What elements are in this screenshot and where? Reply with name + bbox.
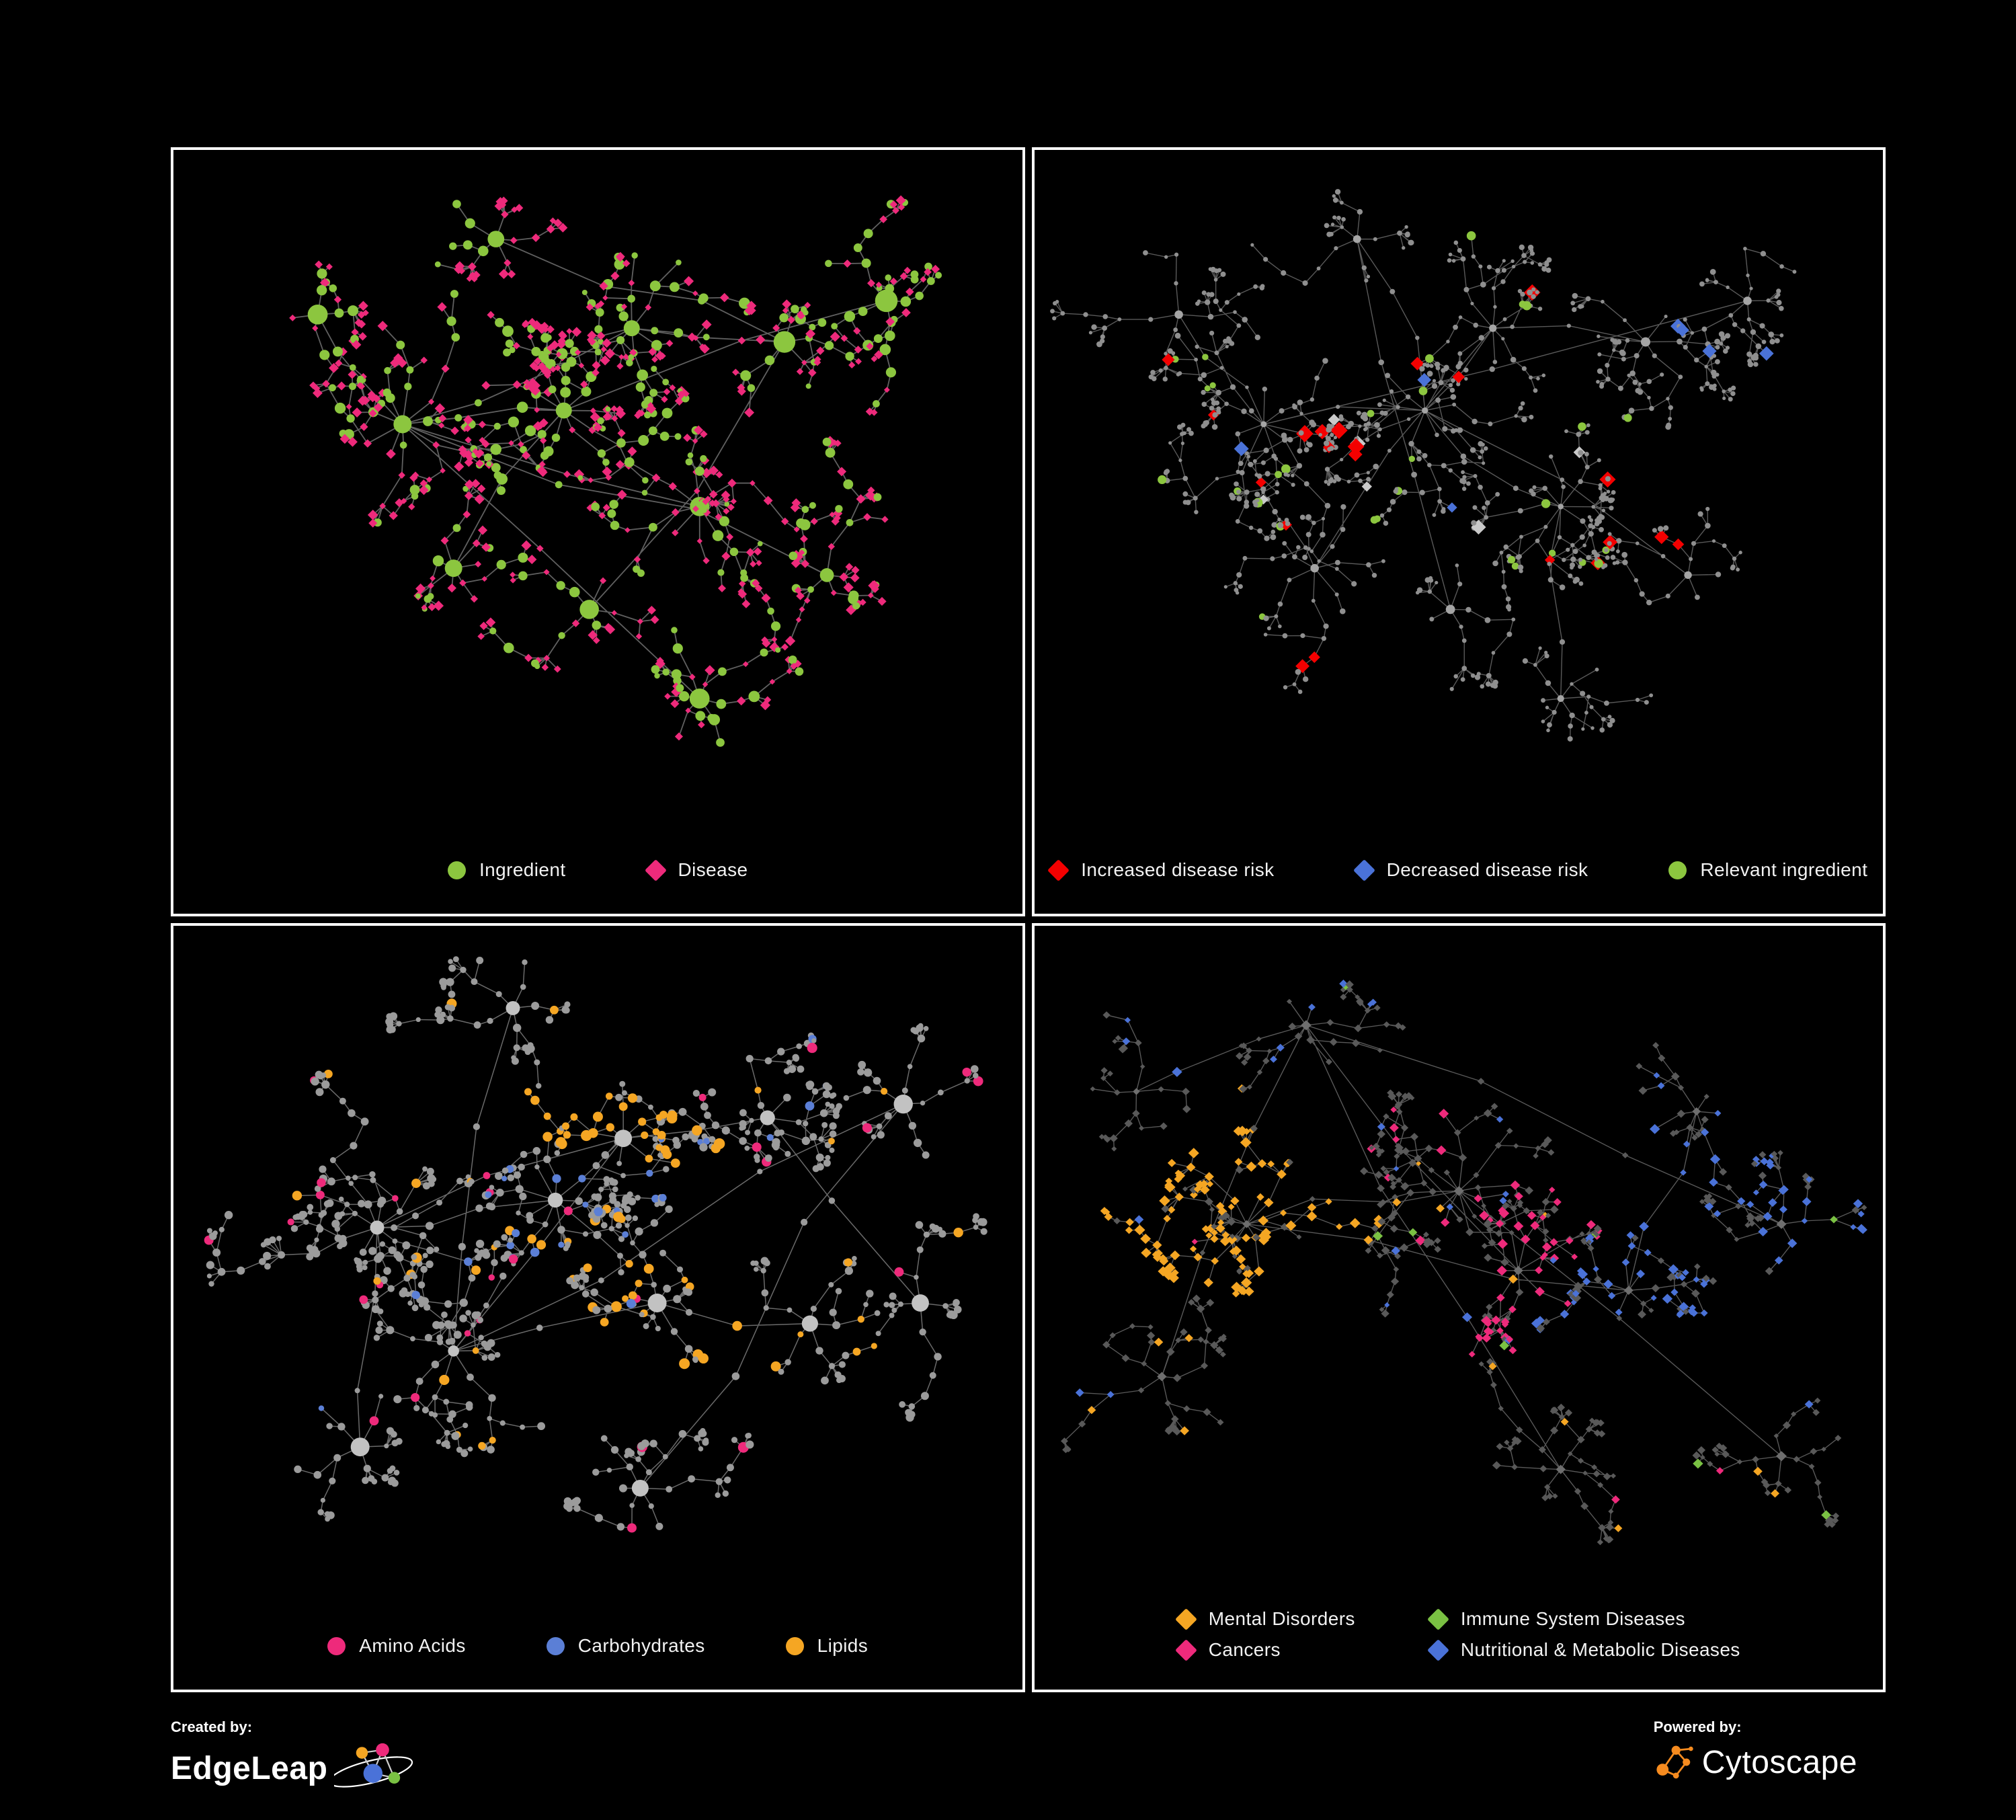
network-disease-categories: [1060, 980, 1867, 1546]
legend-disease-risk: Increased disease risk Decreased disease …: [1035, 836, 1884, 914]
legend-marker-circle: [447, 861, 466, 879]
legend-disease-categories: Mental Disorders Immune System Diseases Ca…: [1035, 1589, 1884, 1690]
legend-item: Relevant ingredient: [1668, 859, 1867, 881]
panel-ingredient-disease: Ingredient Disease: [171, 147, 1025, 916]
panel-disease-categories: Mental Disorders Immune System Diseases Ca…: [1031, 923, 1886, 1692]
footer: Created by: EdgeLeap: [171, 1718, 1857, 1795]
legend-label: Lipids: [817, 1635, 869, 1656]
legend-marker-diamond: [1047, 859, 1070, 881]
edgeleap-node-orange: [356, 1747, 368, 1759]
cytoscape-node: [1682, 1758, 1690, 1766]
network-ingredient-disease: [289, 195, 942, 747]
legend-marker-diamond: [1353, 859, 1375, 881]
legend-marker-diamond: [1426, 1608, 1449, 1630]
cytoscape-logo: [1656, 1745, 1693, 1779]
legend-marker-diamond: [1174, 1638, 1197, 1661]
legend-marker-circle: [327, 1636, 346, 1655]
created-by-block: Created by: EdgeLeap: [171, 1718, 415, 1795]
legend-item: Decreased disease risk: [1353, 859, 1588, 881]
cytoscape-node: [1672, 1772, 1679, 1779]
legend-label: Relevant ingredient: [1700, 859, 1868, 880]
legend-label: Decreased disease risk: [1386, 859, 1588, 880]
legend-item: Nutritional & Metabolic Diseases: [1426, 1638, 1740, 1661]
powered-by-label: Powered by:: [1653, 1718, 1742, 1735]
legend-macronutrients: Amino Acids Carbohydrates Lipids: [173, 1612, 1022, 1690]
legend-ingredient-disease: Ingredient Disease: [173, 836, 1022, 914]
legend-marker-circle: [546, 1636, 565, 1655]
legend-label: Ingredient: [479, 859, 566, 880]
legend-label: Amino Acids: [359, 1635, 466, 1656]
legend-label: Increased disease risk: [1081, 859, 1275, 880]
legend-marker-circle: [785, 1636, 804, 1655]
legend-item: Ingredient: [447, 859, 566, 881]
legend-marker-diamond: [1174, 1608, 1197, 1630]
panel-disease-risk: Increased disease risk Decreased disease …: [1031, 147, 1886, 916]
created-by-label: Created by:: [171, 1718, 253, 1735]
legend-label: Nutritional & Metabolic Diseases: [1460, 1639, 1740, 1660]
legend-item: Amino Acids: [327, 1635, 465, 1657]
cytoscape-node: [1671, 1745, 1681, 1755]
legend-item: Disease: [644, 859, 748, 881]
edgeleap-node-blue: [364, 1764, 383, 1783]
legend-item: Carbohydrates: [546, 1635, 705, 1657]
edgeleap-logo: [334, 1743, 413, 1788]
cytoscape-node: [1656, 1764, 1668, 1776]
brand-edgeleap: EdgeLeap: [171, 1750, 328, 1786]
network-disease-risk: [1049, 189, 1796, 742]
legend-label: Cancers: [1208, 1639, 1281, 1660]
panel-grid: Ingredient Disease Increased disease risk…: [171, 147, 1886, 1692]
legend-item: Lipids: [785, 1635, 869, 1657]
legend-item: Immune System Diseases: [1426, 1608, 1740, 1630]
legend-item: Cancers: [1174, 1638, 1355, 1661]
legend-marker-diamond: [644, 859, 667, 881]
legend-label: Mental Disorders: [1208, 1608, 1355, 1629]
legend-label: Immune System Diseases: [1460, 1608, 1685, 1629]
panel-macronutrients: Amino Acids Carbohydrates Lipids: [171, 923, 1025, 1692]
network-macronutrients: [204, 956, 987, 1533]
legend-marker-circle: [1668, 861, 1687, 879]
brand-cytoscape: Cytoscape: [1701, 1744, 1857, 1780]
edgeleap-node-pink: [376, 1743, 390, 1757]
legend-marker-diamond: [1426, 1638, 1449, 1661]
edgeleap-node-green: [389, 1772, 401, 1784]
legend-label: Carbohydrates: [577, 1635, 705, 1656]
powered-by-block: Powered by: Cytoscape: [1654, 1718, 1857, 1783]
legend-item: Increased disease risk: [1047, 859, 1275, 881]
cytoscape-node: [1688, 1746, 1693, 1751]
legend-label: Disease: [678, 859, 748, 880]
legend-item: Mental Disorders: [1174, 1608, 1355, 1630]
